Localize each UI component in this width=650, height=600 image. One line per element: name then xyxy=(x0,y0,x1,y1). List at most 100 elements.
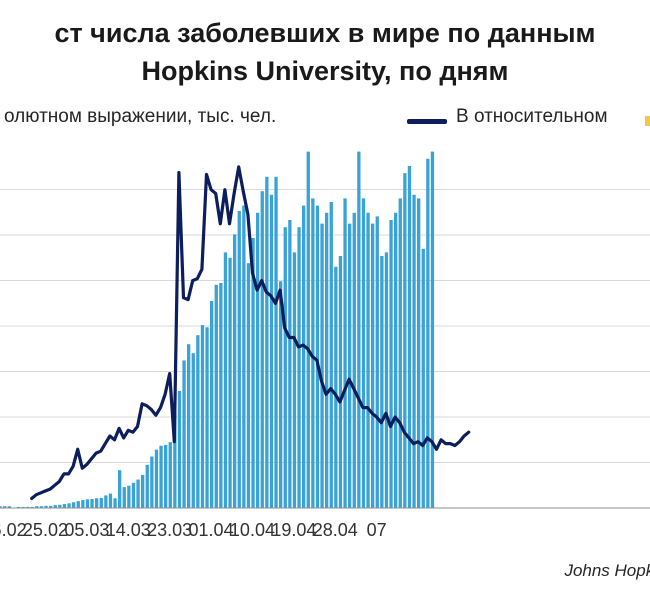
bar xyxy=(242,205,246,508)
legend-bar-label: олютном выражении, тыс. чел. xyxy=(4,106,277,127)
bar xyxy=(127,485,131,508)
x-tick-label: 25.02 xyxy=(23,520,68,540)
bar xyxy=(329,202,333,508)
bar xyxy=(39,506,44,508)
bar xyxy=(26,506,30,508)
bar xyxy=(118,470,122,508)
bar xyxy=(426,158,430,509)
bar xyxy=(173,412,177,508)
bar xyxy=(398,198,402,508)
legend-extra-swatch xyxy=(645,116,650,126)
bar xyxy=(159,445,163,508)
x-tick-label: 19.04 xyxy=(271,520,316,540)
bar xyxy=(53,505,57,508)
bar xyxy=(403,173,407,508)
bar xyxy=(417,198,421,508)
bar xyxy=(361,198,366,508)
x-tick-label: 05.03 xyxy=(64,520,109,540)
x-tick-label: 16.02 xyxy=(0,520,27,540)
x-tick-label: 28.04 xyxy=(313,520,358,540)
bar xyxy=(214,284,218,508)
bar xyxy=(44,505,48,508)
bar xyxy=(154,449,159,508)
x-tick-label: 01.04 xyxy=(189,520,234,540)
bar xyxy=(357,151,361,508)
bar xyxy=(320,223,324,508)
bar xyxy=(265,176,269,509)
bar xyxy=(90,499,94,508)
source-label: Johns Hopki xyxy=(564,561,650,580)
bar xyxy=(292,252,297,508)
bar xyxy=(76,501,80,508)
bar xyxy=(380,256,384,508)
bar xyxy=(430,151,435,508)
bar xyxy=(58,504,62,508)
bar xyxy=(315,205,320,508)
bar xyxy=(122,487,126,508)
bar xyxy=(3,506,7,508)
bar xyxy=(21,506,25,508)
bar xyxy=(141,474,145,508)
bar xyxy=(338,256,343,508)
bar xyxy=(256,212,260,509)
chart-title-line2: Hopkins University, по дням xyxy=(141,56,509,86)
bar xyxy=(67,503,71,508)
bar xyxy=(412,194,416,509)
bar xyxy=(182,360,186,508)
bar xyxy=(205,327,209,508)
bar xyxy=(311,198,315,508)
bar xyxy=(366,212,370,509)
bar xyxy=(306,151,310,508)
bar xyxy=(269,194,274,509)
bar xyxy=(375,216,379,508)
x-tick-label: 10.04 xyxy=(230,520,275,540)
bar xyxy=(7,506,11,508)
bar xyxy=(288,220,292,508)
bar xyxy=(325,212,329,509)
bar xyxy=(223,252,228,508)
bar xyxy=(274,176,278,509)
bar xyxy=(394,212,398,509)
bar xyxy=(210,301,214,508)
bar xyxy=(62,504,67,508)
bar xyxy=(191,353,195,508)
legend-line-label: В относительном xyxy=(456,106,608,127)
bar xyxy=(233,234,237,508)
bar xyxy=(131,482,136,508)
bar xyxy=(246,263,251,508)
bar xyxy=(177,391,182,508)
bar xyxy=(30,506,34,508)
bar xyxy=(407,166,412,508)
bar xyxy=(164,445,168,508)
bar xyxy=(348,223,352,508)
bar xyxy=(85,499,90,508)
bar xyxy=(35,506,39,508)
bar xyxy=(283,227,287,508)
bar xyxy=(81,500,85,508)
bar xyxy=(49,505,53,508)
bar xyxy=(343,198,347,508)
bar xyxy=(168,442,172,508)
bar xyxy=(389,220,393,508)
bar xyxy=(187,344,191,508)
bar xyxy=(145,464,149,508)
bar xyxy=(99,497,103,508)
bar xyxy=(334,266,338,508)
bar xyxy=(0,506,2,508)
bar xyxy=(260,191,264,508)
bar xyxy=(219,283,223,508)
chart-title-line1: ст числа заболевших в мире по данным xyxy=(54,18,596,48)
x-tick-label: 14.03 xyxy=(106,520,151,540)
bar xyxy=(279,281,283,508)
bar xyxy=(237,211,241,508)
bar xyxy=(297,227,301,508)
x-tick-label: 07 xyxy=(367,520,387,540)
bar xyxy=(228,257,232,508)
bar xyxy=(136,479,140,508)
bar xyxy=(16,506,21,508)
bar xyxy=(302,205,306,508)
bar xyxy=(371,223,375,508)
bar xyxy=(113,498,117,508)
